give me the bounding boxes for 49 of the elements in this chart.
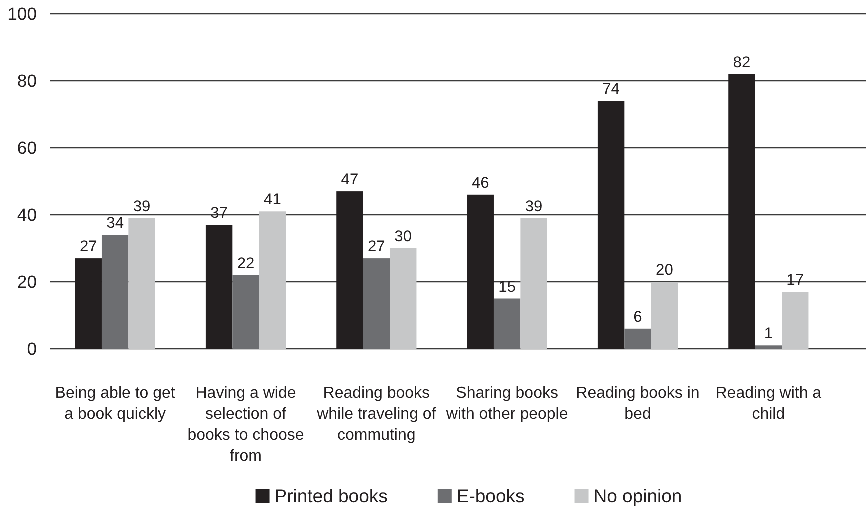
bar xyxy=(363,258,390,349)
data-label: 20 xyxy=(656,262,674,279)
x-tick-label: Reading books in bed xyxy=(576,385,700,423)
data-label: 30 xyxy=(394,228,412,246)
bar xyxy=(390,248,417,349)
data-label: 46 xyxy=(472,174,490,192)
bar xyxy=(128,218,156,349)
bar xyxy=(651,282,678,349)
bar xyxy=(520,218,548,349)
bar xyxy=(75,258,102,349)
bar xyxy=(206,225,233,349)
bar xyxy=(336,192,364,349)
data-label: 74 xyxy=(602,81,620,98)
bar xyxy=(782,292,809,349)
x-tick-label: Reading books while traveling of commuting xyxy=(316,385,437,444)
bar xyxy=(755,346,782,349)
x-tick-label: Being able to get a book quickly xyxy=(55,385,176,423)
y-tick-label: 80 xyxy=(17,71,38,92)
legend-label: No opinion xyxy=(594,485,682,506)
bar xyxy=(467,194,494,349)
data-label: 6 xyxy=(634,308,642,326)
y-tick-label: 0 xyxy=(27,339,38,360)
bar xyxy=(232,275,260,349)
bar xyxy=(494,298,521,349)
y-tick-label: 20 xyxy=(17,272,38,292)
data-label: 39 xyxy=(133,198,151,216)
data-label: 34 xyxy=(106,215,124,232)
y-tick-label: 60 xyxy=(17,138,38,158)
bar xyxy=(728,74,756,349)
x-tick-label: Sharing books with other people xyxy=(445,385,568,423)
bar xyxy=(259,212,286,349)
data-label: 15 xyxy=(498,278,516,296)
bar xyxy=(624,328,652,349)
data-label: 22 xyxy=(237,255,255,272)
x-tick-label: Reading with a child xyxy=(716,385,822,423)
data-label: 1 xyxy=(764,326,774,343)
legend-label: E-books xyxy=(456,485,525,506)
data-label: 82 xyxy=(733,54,751,72)
bar xyxy=(598,101,625,349)
data-label: 27 xyxy=(80,238,98,256)
data-label: 39 xyxy=(525,198,543,216)
x-tick-label: Having a wide selection of books to choose from xyxy=(188,385,304,465)
data-label: 27 xyxy=(368,238,386,256)
data-label: 47 xyxy=(341,172,359,189)
legend-label: Printed books xyxy=(274,485,388,506)
data-label: 41 xyxy=(264,192,282,209)
bar xyxy=(102,235,129,349)
y-tick-label: 40 xyxy=(17,205,38,226)
y-tick-label: 100 xyxy=(8,4,38,24)
